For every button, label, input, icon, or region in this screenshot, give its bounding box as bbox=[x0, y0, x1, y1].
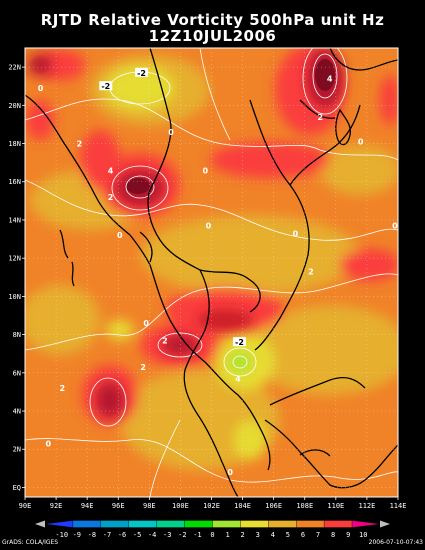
colorbar-label-20: 10 bbox=[359, 531, 367, 539]
x-tick-label-9: 108E bbox=[296, 502, 313, 510]
contour-label-23: 0 bbox=[227, 468, 233, 477]
colorbar-label-12: 2 bbox=[241, 531, 245, 539]
contour-label-15: 2 bbox=[308, 268, 314, 277]
x-tick-label-6: 102E bbox=[203, 502, 220, 510]
contour-label-10: 0 bbox=[202, 166, 208, 175]
colorbar-label-5: -5 bbox=[133, 531, 141, 539]
chart-subtitle: 12Z10JUL2006 bbox=[148, 27, 277, 45]
colorbar-swatch-2 bbox=[100, 520, 129, 528]
colorbar-swatch-9 bbox=[296, 520, 325, 528]
colorbar-label-1: -9 bbox=[73, 531, 81, 539]
colorbar-swatch-0 bbox=[44, 520, 74, 528]
colorbar-label-0: -10 bbox=[55, 531, 68, 539]
colorbar-label-9: -1 bbox=[193, 531, 201, 539]
colorbar-swatch-8 bbox=[268, 520, 297, 528]
chart-title: RJTD Relative Vorticity 500hPa unit Hz bbox=[40, 11, 385, 29]
colorbar-right-cap bbox=[380, 520, 390, 528]
colorbar-swatch-4 bbox=[156, 520, 185, 528]
colorbar-swatch-5 bbox=[184, 520, 213, 528]
colorbar-swatch-7 bbox=[240, 520, 269, 528]
y-tick-label-2: 4N bbox=[13, 408, 21, 416]
x-tick-label-10: 110E bbox=[327, 502, 344, 510]
colorbar-swatch-3 bbox=[128, 520, 157, 528]
colorbar-swatch-1 bbox=[72, 520, 101, 528]
y-tick-label-0: EQ bbox=[13, 484, 21, 492]
x-tick-label-2: 94E bbox=[81, 502, 94, 510]
contour-label-bg-1 bbox=[99, 81, 113, 91]
contour-label-22: 0 bbox=[46, 440, 52, 449]
contour-label-bg-19 bbox=[232, 337, 246, 347]
contour-label-19: -2 bbox=[235, 338, 244, 347]
colorbar-label-11: 1 bbox=[225, 531, 229, 539]
contour-label-4: 2 bbox=[318, 113, 324, 122]
contour-labels: -2 -2 0 4 2 0 0 2 4 2 0 0 0 0 0 2 0 2 2 -2 4 2 0 0 bbox=[38, 67, 398, 477]
contour-label-17: 2 bbox=[162, 336, 168, 345]
contour-label-7: 2 bbox=[77, 140, 83, 149]
x-tick-label-0: 90E bbox=[19, 502, 32, 510]
contour-label-bg-0 bbox=[135, 67, 149, 77]
y-axis-ticks: EQ 2N 4N 6N 8N 10N 12N 14N 16N 18N 20N 22N bbox=[8, 64, 25, 492]
x-tick-label-3: 96E bbox=[112, 502, 125, 510]
y-tick-label-7: 14N bbox=[8, 216, 21, 224]
colorbar-left-cap bbox=[35, 520, 45, 528]
contour-label-18: 2 bbox=[140, 363, 146, 372]
y-tick-label-9: 18N bbox=[8, 140, 21, 148]
colorbar-label-19: 9 bbox=[346, 531, 350, 539]
contour-label-3: 4 bbox=[327, 75, 333, 84]
colorbar-label-10: 0 bbox=[210, 531, 214, 539]
contour-label-21: 2 bbox=[60, 384, 66, 393]
y-tick-label-5: 10N bbox=[8, 293, 21, 301]
colorbar-label-2: -8 bbox=[88, 531, 96, 539]
coastlines bbox=[25, 48, 398, 497]
shaded-field bbox=[25, 48, 398, 497]
colorbar-label-13: 3 bbox=[256, 531, 260, 539]
colorbar-label-3: -7 bbox=[103, 531, 111, 539]
y-tick-label-8: 16N bbox=[8, 178, 21, 186]
contour-label-14: 0 bbox=[392, 222, 398, 231]
contour-label-1: -2 bbox=[101, 82, 110, 91]
contour-label-0: -2 bbox=[137, 69, 146, 78]
contour-label-20: 4 bbox=[235, 375, 241, 384]
colorbar-swatch-11 bbox=[351, 520, 381, 528]
contour-label-6: 0 bbox=[358, 138, 364, 147]
y-tick-label-4: 8N bbox=[13, 331, 21, 339]
y-tick-label-3: 6N bbox=[13, 369, 21, 377]
contour-label-9: 2 bbox=[108, 193, 114, 202]
colorbar-swatch-10 bbox=[324, 520, 353, 528]
contour-label-16: 0 bbox=[143, 319, 149, 328]
colorbar-label-7: -3 bbox=[163, 531, 171, 539]
y-tick-label-11: 22N bbox=[8, 64, 21, 72]
x-tick-label-11: 112E bbox=[358, 502, 375, 510]
colorbar-label-18: 8 bbox=[331, 531, 335, 539]
colorbar-label-16: 6 bbox=[301, 531, 305, 539]
y-tick-label-1: 2N bbox=[13, 446, 21, 454]
colorbar-label-17: 7 bbox=[316, 531, 320, 539]
contour-lines bbox=[25, 48, 398, 497]
x-tick-label-5: 100E bbox=[172, 502, 189, 510]
contour-label-13: 0 bbox=[293, 229, 299, 238]
credit-left: GrADS: COLA/IGES bbox=[2, 539, 59, 546]
contour-label-8: 4 bbox=[108, 166, 114, 175]
colorbar-label-14: 4 bbox=[271, 531, 275, 539]
colorbar: -10 -9 -8 -7 -6 -5 -4 -3 -2 -1 0 1 2 3 4 5 6 7 8 9 10 bbox=[35, 520, 390, 539]
colorbar-label-8: -2 bbox=[178, 531, 186, 539]
contour-label-5: 0 bbox=[168, 128, 174, 137]
contour-label-11: 0 bbox=[117, 231, 123, 240]
colorbar-label-4: -6 bbox=[118, 531, 126, 539]
x-tick-label-4: 98E bbox=[143, 502, 156, 510]
x-tick-label-1: 92E bbox=[50, 502, 63, 510]
x-tick-label-8: 106E bbox=[265, 502, 282, 510]
colorbar-label-15: 5 bbox=[286, 531, 290, 539]
colorbar-label-6: -4 bbox=[148, 531, 156, 539]
colorbar-swatch-6 bbox=[212, 520, 241, 528]
contour-label-2: 0 bbox=[38, 84, 44, 93]
y-tick-label-10: 20N bbox=[8, 102, 21, 110]
x-tick-label-7: 104E bbox=[234, 502, 251, 510]
x-axis-ticks: 90E 92E 94E 96E 98E 100E 102E 104E 106E 108E 110E 1… bbox=[19, 497, 407, 510]
x-tick-label-12: 114E bbox=[390, 502, 407, 510]
y-tick-label-6: 12N bbox=[8, 255, 21, 263]
contour-label-12: 0 bbox=[206, 222, 212, 231]
credit-right: 2006-07-10-07:43 bbox=[368, 539, 423, 546]
